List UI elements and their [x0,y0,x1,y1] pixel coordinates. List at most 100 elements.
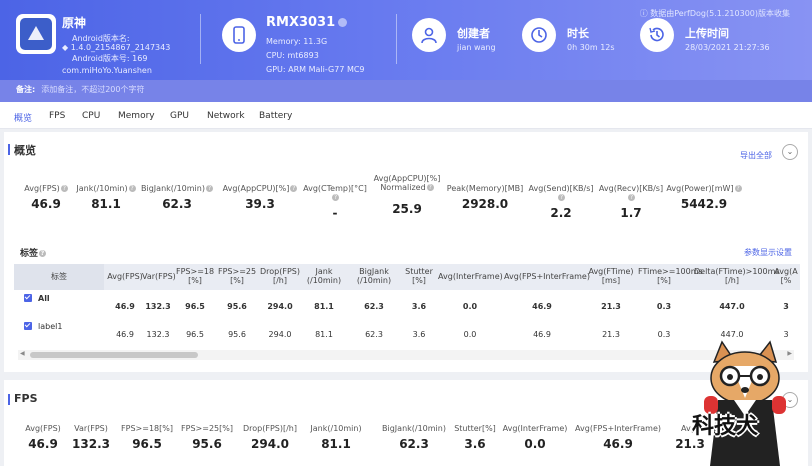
column-header: Drop(FPS) [/h] [260,267,300,285]
table-header: 标签 Avg(FPS) Var(FPS) FPS>=18 [%] FPS>=25… [14,264,800,290]
table-cell: 0.0 [462,302,478,311]
help-icon[interactable]: ? [558,194,565,201]
tab-fps[interactable]: FPS [49,111,66,121]
app-package: com.miHoYo.Yuanshen [62,66,152,75]
app-version-code: Android版本号: 169 [72,54,148,63]
table-cell: 294.0 [268,330,292,339]
stat-avg-fps: Avg(FPS)? 46.9 [24,184,68,211]
fps-stat: Drop(FPS)[/h] 294.0 [243,424,297,451]
table-cell: 3.6 [412,330,426,339]
fps-stat: Avg(21.3 [675,424,705,451]
report-header: 原神 Android版本名: ◆ 1.4.0_2154867_2147343 A… [0,0,812,80]
duration-title: 时长 [567,27,589,40]
creator-title: 创建者 [457,27,490,40]
row-label: All [38,294,50,303]
tab-gpu[interactable]: GPU [170,111,189,121]
device-cpu: CPU: mt6893 [266,51,319,60]
help-icon[interactable]: ? [628,194,635,201]
scroll-left-icon[interactable]: ◀ [20,350,25,357]
tab-network[interactable]: Network [207,111,245,121]
user-icon [412,18,446,52]
stat-avg-recv: Avg(Recv)[KB/s]? 1.7 [598,184,664,220]
fps-stat: Avg(FPS+InterFrame) 46.9 [575,424,661,451]
horizontal-scrollbar[interactable]: ◀ ▶ [18,350,794,360]
table-row[interactable]: label1 46.9 132.3 96.5 95.6 294.0 81.1 6… [14,320,800,348]
column-header: Avg(FPS+InterFrame) [504,272,590,281]
table-cell: 132.3 [146,330,170,339]
stat-avg-ctemp: Avg(CTemp)[°C]? - [303,184,367,220]
table-cell: 96.5 [185,302,205,311]
device-name: RMX3031 [266,15,348,30]
help-icon[interactable]: ? [734,185,742,192]
tab-memory[interactable]: Memory [118,111,155,121]
table-cell: 62.3 [364,302,384,311]
stat-avg-send: Avg(Send)[KB/s]? 2.2 [528,184,594,220]
help-icon[interactable]: ? [39,250,47,257]
table-cell: 46.9 [533,330,551,339]
phone-icon [222,18,256,52]
help-icon[interactable]: ? [290,185,298,192]
stat-avg-appcpu: Avg(AppCPU)[%]? 39.3 [222,184,298,211]
column-header: 标签 [14,264,104,290]
fps-stat: Jank(/10min) 81.1 [310,424,362,451]
device-memory: Memory: 11.3G [266,37,328,46]
table-cell: 3.6 [411,302,427,311]
table-cell: 294.0 [267,302,293,311]
scrollbar-thumb[interactable] [30,352,198,358]
table-cell: 81.1 [315,330,333,339]
table-cell: 0.3 [657,330,671,339]
column-header: FPS>=25 [%] [218,267,257,285]
help-icon[interactable]: ? [128,185,136,192]
column-header: Avg(InterFrame) [438,272,503,281]
column-header: FPS>=18 [%] [176,267,215,285]
table-cell: 132.3 [145,302,171,311]
row-checkbox[interactable] [24,294,32,302]
table-cell: 46.9 [115,302,135,311]
app-icon [16,14,56,54]
app-version-label: Android版本名: [72,34,130,43]
tab-battery[interactable]: Battery [259,111,293,121]
help-icon[interactable]: ? [426,184,434,191]
fps-stat: FPS>=18[%] 96.5 [121,424,173,451]
table-cell: 3 [783,302,789,311]
android-icon: ◆ [62,43,71,52]
column-header: BigJank (/10min) [356,267,392,285]
tab-cpu[interactable]: CPU [82,111,101,121]
device-gpu: GPU: ARM Mali-G77 MC9 [266,65,365,74]
history-icon [640,18,674,52]
column-header: Avg(FTime) [ms] [588,267,634,285]
help-icon[interactable]: ? [205,185,213,192]
remark-input[interactable]: 添加备注，不超过200个字符 [41,85,145,94]
header-divider [200,14,201,64]
help-icon[interactable]: ? [332,194,339,201]
stat-peak-memory: Peak(Memory)[MB] 2928.0 [446,184,524,211]
scroll-right-icon[interactable]: ▶ [787,350,792,357]
column-header: Jank (/10min) [306,267,342,285]
tab-overview[interactable]: 概览 [14,114,33,124]
info-icon: ⓘ [639,9,651,18]
column-header: Avg(FPS) [107,272,143,281]
table-row[interactable]: All 46.9 132.3 96.5 95.6 294.0 81.1 62.3… [14,292,800,320]
creator-value: jian wang [457,43,496,52]
display-settings-link[interactable]: 参数显示设置 [744,248,792,257]
upload-title: 上传时间 [685,27,729,40]
tab-bar: 概览 FPS CPU Memory GPU Network Battery [0,102,812,129]
help-icon[interactable]: ? [60,185,68,192]
remark-bar[interactable]: 备注: 添加备注，不超过200个字符 [0,80,812,102]
table-cell: 21.3 [601,302,621,311]
table-cell: 447.0 [719,302,745,311]
row-checkbox[interactable] [24,322,32,330]
fps-stat: Avg(FPS) 46.9 [25,424,61,451]
labels-title: 标签? [20,249,47,259]
fps-stat: Avg(InterFrame) 0.0 [502,424,568,451]
column-header: Var(FPS) [142,272,176,281]
stat-bigjank: BigJank(/10min)? 62.3 [141,184,213,211]
chevron-down-icon[interactable]: ⌄ [782,144,798,160]
table-cell: 81.1 [314,302,334,311]
overview-panel: 概览 导出全部 ⌄ Avg(FPS)? 46.9 Jank(/10min)? 81.… [4,132,808,372]
export-all-link[interactable]: 导出全部 [740,151,772,160]
data-source: ⓘ 数据由PerfDog(5.1.210300)版本收集 [639,9,790,18]
info-icon[interactable] [338,18,348,27]
fps-panel: FPS ⌄ Avg(FPS) 46.9 Var(FPS) 132.3 FPS>=18… [4,380,808,466]
table-cell: 447.0 [720,330,744,339]
